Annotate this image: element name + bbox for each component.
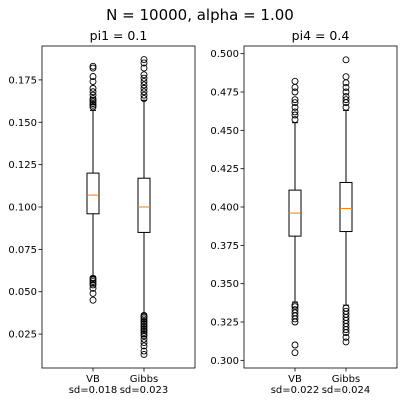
- xtick-sublabel: sd=0.022: [271, 385, 320, 396]
- ytick-label: 0.150: [8, 118, 37, 129]
- flier-point: [342, 103, 350, 111]
- ytick-label: 0.400: [210, 203, 239, 214]
- flier-point: [291, 96, 299, 104]
- flier-point: [140, 342, 148, 350]
- box-vb: [86, 172, 100, 215]
- flier-point: [342, 96, 350, 104]
- flier-point: [89, 274, 97, 282]
- ytick-label: 0.350: [210, 279, 239, 290]
- flier-point: [291, 301, 299, 309]
- flier-point: [342, 73, 350, 81]
- ytick-label: 0.075: [8, 245, 37, 256]
- flier-point: [291, 306, 299, 314]
- ytick-label: 0.050: [8, 287, 37, 298]
- flier-point: [89, 91, 97, 99]
- flier-point: [291, 108, 299, 116]
- panel-pi4: pi4 = 0.4 0.300 0.325 0.350 0.375 0.400 0.425 0…: [210, 28, 398, 396]
- flier-point: [140, 71, 148, 79]
- ytick-label: 0.175: [8, 75, 37, 86]
- flier-point: [291, 349, 299, 357]
- flier-point: [342, 93, 350, 101]
- flier-point: [342, 333, 350, 341]
- flier-point: [140, 78, 148, 86]
- flier-point: [291, 77, 299, 85]
- flier-point: [140, 335, 148, 343]
- ytick-label: 0.425: [210, 164, 239, 175]
- flier-point: [140, 91, 148, 99]
- flier-point: [291, 88, 299, 96]
- flier-point: [342, 307, 350, 315]
- xtick-label: Gibbs: [130, 374, 158, 385]
- flier-point: [342, 88, 350, 96]
- flier-point: [140, 64, 148, 72]
- flier-point: [140, 84, 148, 92]
- ytick-label: 0.450: [210, 126, 239, 137]
- flier-point: [291, 111, 299, 119]
- flier-point: [89, 95, 97, 102]
- xtick-label: VB: [86, 374, 100, 385]
- ytick-label: 0.300: [210, 356, 239, 367]
- panel-title-pi1: pi1 = 0.1: [90, 28, 148, 43]
- flier-point: [89, 296, 97, 304]
- flier-point: [342, 79, 350, 87]
- flier-point: [89, 62, 97, 70]
- flier-point: [89, 78, 97, 86]
- flier-point: [140, 59, 148, 67]
- panel-title-pi4: pi4 = 0.4: [292, 28, 350, 43]
- flier-point: [140, 350, 148, 358]
- flier-point: [140, 95, 148, 102]
- xtick-sublabel: sd=0.023: [120, 385, 169, 396]
- xtick-sublabel: sd=0.024: [322, 385, 371, 396]
- xtick-label: Gibbs: [332, 374, 360, 385]
- ytick-label: 0.475: [210, 88, 239, 99]
- flier-point: [140, 56, 148, 64]
- flier-point: [342, 304, 350, 312]
- ytick-label: 0.375: [210, 241, 239, 252]
- flier-point: [140, 88, 148, 96]
- axes-frame: [243, 45, 398, 369]
- flier-point: [89, 73, 97, 80]
- flier-point: [140, 74, 148, 82]
- box-gibbs: [137, 177, 151, 233]
- flier-point: [89, 289, 97, 297]
- flier-point: [140, 81, 148, 89]
- box-gibbs: [339, 181, 353, 233]
- xtick-sublabel: sd=0.018: [69, 385, 118, 396]
- flier-point: [291, 341, 299, 349]
- flier-point: [342, 338, 350, 346]
- flier-point: [140, 347, 148, 355]
- ytick-label: 0.500: [210, 49, 239, 60]
- axes-frame: [41, 45, 196, 369]
- flier-point: [291, 116, 299, 124]
- flier-point: [342, 56, 350, 64]
- flier-point: [342, 83, 350, 91]
- flier-point: [89, 284, 97, 292]
- flier-point: [291, 103, 299, 111]
- flier-point: [140, 312, 148, 319]
- flier-point: [140, 339, 148, 347]
- flier-point: [291, 83, 299, 91]
- flier-point: [89, 88, 97, 96]
- flier-point: [291, 99, 299, 107]
- panel-pi1: pi1 = 0.1 0.025 0.050 0.075 0.100 0.125 0.150 0…: [8, 28, 196, 396]
- flier-point: [89, 84, 97, 92]
- figure-suptitle: N = 10000, alpha = 1.00: [106, 6, 294, 24]
- ytick-label: 0.100: [8, 203, 37, 214]
- ytick-label: 0.125: [8, 160, 37, 171]
- ytick-label: 0.025: [8, 330, 37, 341]
- xtick-label: VB: [288, 374, 302, 385]
- ytick-label: 0.325: [210, 318, 239, 329]
